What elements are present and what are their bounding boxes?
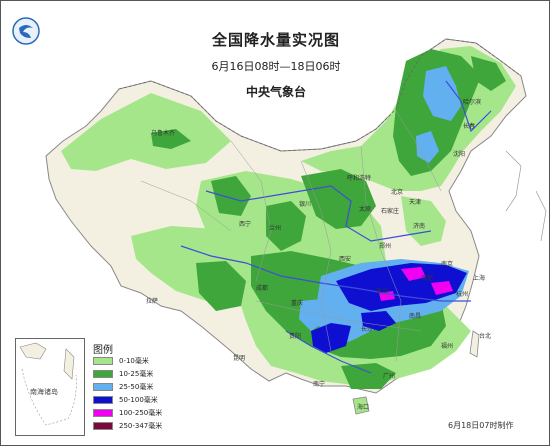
south-china-sea-inset: 南海诸岛: [15, 338, 85, 436]
legend-swatch: [93, 409, 113, 417]
city-label: 海口: [357, 404, 370, 411]
city-label: 银川: [299, 201, 312, 208]
city-label: 成都: [256, 285, 269, 292]
legend-swatch: [93, 396, 113, 404]
rain-50-100-areas: [311, 263, 467, 353]
japan-coast: [535, 190, 547, 242]
city-label: 上海: [473, 275, 486, 282]
legend-swatch: [93, 383, 113, 391]
taiwan-island: [469, 330, 480, 358]
legend-label: 25-50毫米: [119, 383, 154, 391]
issuer-name: 中央气象台: [245, 85, 306, 99]
city-label: 济南: [413, 223, 426, 230]
legend-swatch: [93, 357, 113, 365]
legend: 图例 0-10毫米 10-25毫米 25-50毫米 50-100毫米 100-2…: [89, 340, 171, 435]
legend-title: 图例: [93, 345, 113, 356]
city-label: 呼和浩特: [347, 175, 372, 182]
korea-coast: [505, 150, 522, 212]
city-label: 石家庄: [381, 208, 400, 215]
legend-label: 50-100毫米: [119, 396, 158, 404]
city-label: 拉萨: [146, 298, 159, 305]
city-label: 哈尔滨: [463, 99, 482, 106]
city-label: 郑州: [379, 243, 392, 250]
rain-100-250-areas: [379, 267, 453, 301]
city-label: 重庆: [291, 300, 304, 307]
city-label: 沈阳: [453, 151, 466, 158]
legend-label: 100-250毫米: [119, 409, 163, 417]
hainan-island: [352, 396, 370, 415]
legend-swatch: [93, 370, 113, 378]
city-label: 福州: [441, 343, 454, 350]
city-label: 长春: [463, 123, 476, 130]
rivers: [180, 80, 492, 374]
city-label: 台北: [479, 333, 492, 340]
inset-map: [19, 342, 77, 426]
city-label: 广州: [383, 373, 396, 380]
city-label: 昆明: [233, 355, 246, 362]
legend-swatch: [93, 422, 113, 430]
city-label: 北京: [391, 189, 404, 196]
legend-label: 0-10毫米: [119, 357, 149, 365]
time-range: 6月16日08时—18日06时: [211, 60, 341, 73]
city-label: 兰州: [269, 225, 282, 232]
title-block: 全国降水量实况图 6月16日08时—18日06时 中央气象台: [171, 29, 381, 100]
production-time: 6月18日07时制作: [448, 421, 514, 430]
city-label: 长沙: [361, 326, 374, 333]
city-label: 南昌: [409, 313, 422, 320]
city-label: 合肥: [421, 275, 434, 282]
city-label: 武汉: [376, 288, 389, 295]
national-border: [118, 38, 522, 152]
inset-label: 南海诸岛: [30, 388, 58, 396]
city-label: 天津: [409, 199, 422, 206]
city-label: 贵阳: [289, 333, 302, 340]
city-label: 太原: [359, 206, 372, 213]
province-borders: [140, 110, 442, 362]
city-label: 西安: [339, 256, 352, 263]
legend-label: 250-347毫米: [119, 422, 163, 430]
city-label: 南宁: [313, 381, 326, 388]
city-label: 乌鲁木齐: [151, 130, 176, 137]
cma-logo-icon: [12, 17, 40, 45]
city-label: 南京: [441, 261, 454, 268]
city-label: 杭州: [456, 291, 469, 298]
map-title: 全国降水量实况图: [211, 31, 340, 49]
legend-label: 10-25毫米: [119, 370, 154, 378]
city-label: 西宁: [239, 221, 252, 228]
